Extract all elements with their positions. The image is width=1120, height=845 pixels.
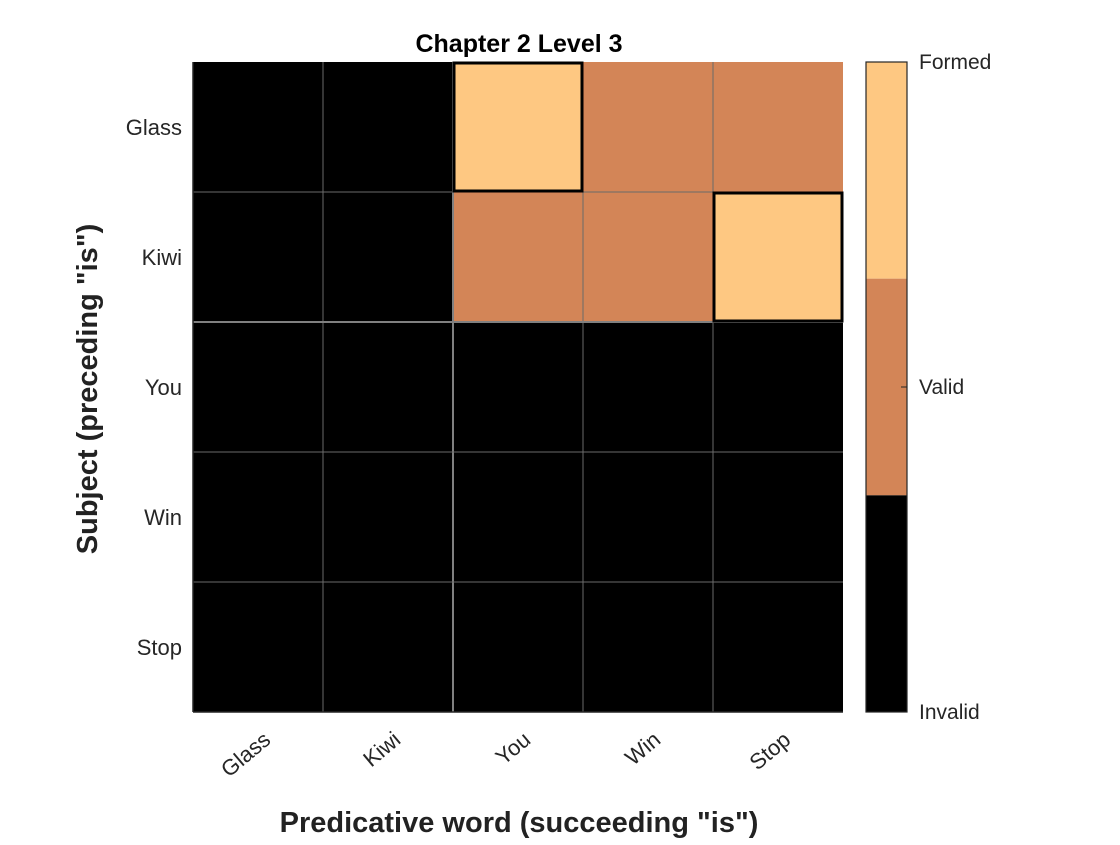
colorbar-segment-valid (866, 278, 907, 496)
cell-glass-glass (193, 62, 323, 192)
colorbar-segment-formed (866, 62, 907, 279)
cell-you-stop (713, 322, 843, 452)
y-tick-label-kiwi: Kiwi (142, 245, 182, 270)
colorbar-legend: Invalid Valid Formed (865, 51, 991, 724)
x-tick-labels: Glass Kiwi You Win Stop (216, 727, 795, 782)
cell-kiwi-stop (713, 192, 843, 322)
cell-you-kiwi (323, 322, 453, 452)
cell-you-you (453, 322, 583, 452)
highlight-kiwi-stop (712, 191, 844, 323)
colorbar-segment-invalid (866, 495, 907, 712)
x-tick-label-stop: Stop (744, 727, 795, 775)
highlight-glass-you (452, 61, 584, 193)
y-tick-label-stop: Stop (137, 635, 182, 660)
cell-glass-stop (713, 62, 843, 192)
colorbar-label-valid: Valid (919, 376, 964, 399)
cell-stop-stop (713, 582, 843, 712)
cell-glass-win (583, 62, 713, 192)
y-tick-label-win: Win (144, 505, 182, 530)
cell-stop-glass (193, 582, 323, 712)
cell-kiwi-win (583, 192, 713, 322)
x-tick-label-win: Win (620, 727, 665, 771)
x-axis-label: Predicative word (succeeding "is") (280, 807, 759, 839)
y-axis-label: Subject (preceding "is") (72, 224, 104, 554)
cell-win-glass (193, 452, 323, 582)
x-tick-label-you: You (491, 727, 536, 770)
cell-win-you (453, 452, 583, 582)
colorbar-label-formed: Formed (919, 51, 991, 74)
cell-glass-kiwi (323, 62, 453, 192)
colorbar-label-invalid: Invalid (919, 701, 980, 724)
x-tick-label-glass: Glass (216, 727, 275, 782)
heatmap-cells (193, 62, 843, 712)
y-tick-labels: Glass Kiwi You Win Stop (126, 115, 182, 660)
y-tick-label-glass: Glass (126, 115, 182, 140)
cell-kiwi-you (453, 192, 583, 322)
cell-kiwi-kiwi (323, 192, 453, 322)
cell-stop-you (453, 582, 583, 712)
x-tick-label-kiwi: Kiwi (358, 727, 405, 772)
y-tick-label-you: You (145, 375, 182, 400)
cell-win-kiwi (323, 452, 453, 582)
cell-win-win (583, 452, 713, 582)
cell-you-win (583, 322, 713, 452)
chart-title: Chapter 2 Level 3 (415, 30, 622, 58)
cell-you-glass (193, 322, 323, 452)
cell-stop-kiwi (323, 582, 453, 712)
cell-stop-win (583, 582, 713, 712)
cell-win-stop (713, 452, 843, 582)
cell-kiwi-glass (193, 192, 323, 322)
formed-cell-highlights (452, 61, 844, 323)
cell-glass-you (453, 62, 583, 192)
